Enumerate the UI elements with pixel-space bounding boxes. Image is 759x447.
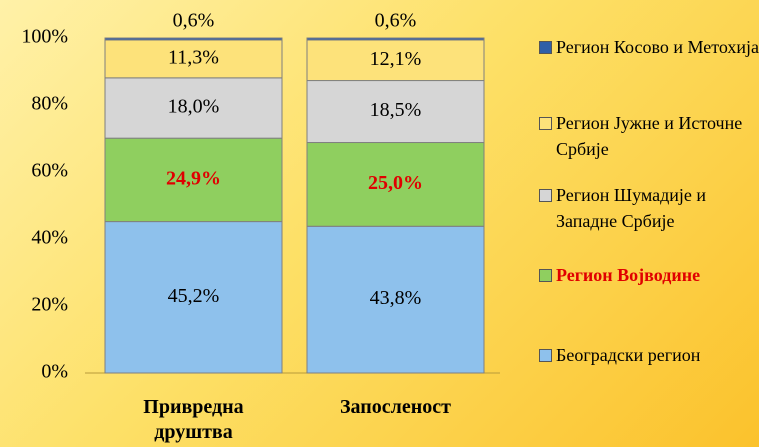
legend-item: Регион Војводине <box>539 262 759 288</box>
data-label: 45,2% <box>168 285 220 307</box>
legend-label: Београдски регион <box>556 345 701 365</box>
x-tick-label: Привредна друштва <box>143 396 244 443</box>
legend-label: Регион Јужне и Источне Србије <box>556 113 743 159</box>
data-label: 18,0% <box>168 96 220 118</box>
y-tick-label: 0% <box>41 361 68 383</box>
bar-segment <box>104 77 283 139</box>
y-tick-label: 100% <box>21 26 68 48</box>
data-label: 12,1% <box>370 48 422 70</box>
data-label: 25,0% <box>368 172 423 194</box>
legend-item: Регион Косово и Метохија <box>539 34 759 60</box>
data-label: 18,5% <box>370 99 422 121</box>
legend-swatch <box>539 269 552 282</box>
data-label: 0,6% <box>173 10 215 32</box>
legend-item: Регион Шумадије и Западне Србије <box>539 182 759 234</box>
bar-segment <box>104 37 283 41</box>
bar-segment <box>306 80 485 144</box>
legend-swatch <box>539 41 552 54</box>
data-label: 24,9% <box>166 167 221 189</box>
legend-item: Београдски регион <box>539 342 759 368</box>
y-tick-label: 20% <box>31 294 68 316</box>
bar-segment <box>104 137 283 223</box>
legend-swatch <box>539 349 552 362</box>
bar-segment <box>306 37 485 41</box>
data-label: 0,6% <box>375 10 417 32</box>
bar-segment <box>104 221 283 374</box>
legend-item: Регион Јужне и Источне Србије <box>539 110 759 162</box>
bar-segment <box>104 39 283 79</box>
data-label: 43,8% <box>370 287 422 309</box>
data-label: 11,3% <box>168 47 219 69</box>
legend-label: Регион Шумадије и Западне Србије <box>556 185 707 231</box>
y-tick-label: 40% <box>31 227 68 249</box>
legend-swatch <box>539 189 552 202</box>
bar-segment <box>306 225 485 374</box>
y-tick-label: 80% <box>31 93 68 115</box>
x-tick-label: Запосленост <box>339 396 451 418</box>
legend-swatch <box>539 117 552 130</box>
bar-segment <box>306 142 485 227</box>
legend-label: Регион Косово и Метохија <box>556 37 759 57</box>
legend-label: Регион Војводине <box>556 265 701 285</box>
y-tick-label: 60% <box>31 160 68 182</box>
